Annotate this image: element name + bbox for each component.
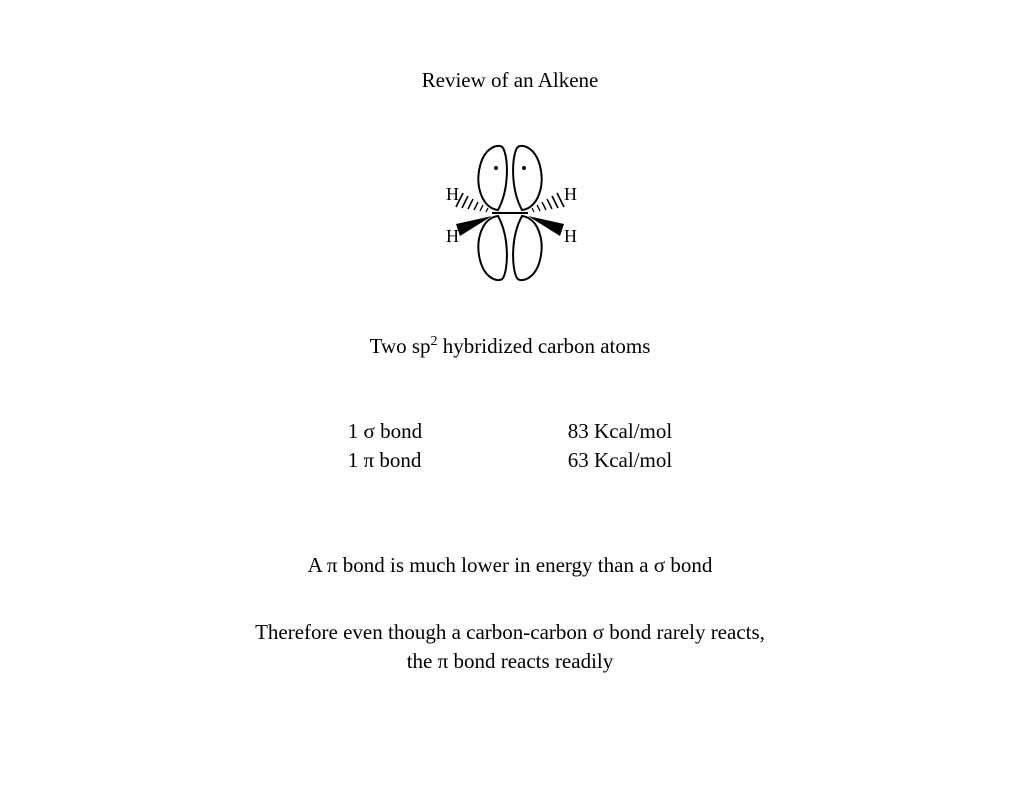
h-label: H: [564, 184, 577, 204]
table-row: 1 π bond 63 Kcal/mol: [348, 448, 672, 473]
wedge-bond-bottom-left: [456, 216, 492, 236]
orbital-lobe-bottom-right: [513, 216, 542, 280]
statement-line: the π bond reacts readily: [255, 647, 765, 676]
orbital-lobe-bottom-left: [478, 216, 507, 280]
bond-value: 83 Kcal/mol: [568, 419, 672, 444]
bond-energy-table: 1 σ bond 83 Kcal/mol 1 π bond 63 Kcal/mo…: [348, 419, 672, 473]
h-label: H: [564, 226, 577, 246]
hybridization-subtitle: Two sp2 hybridized carbon atoms: [370, 334, 651, 359]
statement-line: Therefore even though a carbon-carbon σ …: [255, 618, 765, 647]
energy-statement: A π bond is much lower in energy than a …: [308, 553, 713, 578]
bond-value: 63 Kcal/mol: [568, 448, 672, 473]
subtitle-sup: 2: [431, 334, 438, 349]
subtitle-text-pre: Two sp: [370, 334, 431, 358]
page-title: Review of an Alkene: [422, 68, 599, 93]
bond-label: 1 σ bond: [348, 419, 568, 444]
h-label: H: [446, 226, 459, 246]
table-row: 1 σ bond 83 Kcal/mol: [348, 419, 672, 444]
bond-label: 1 π bond: [348, 448, 568, 473]
reactivity-statement: Therefore even though a carbon-carbon σ …: [255, 618, 765, 677]
hash-bond-top-left: [456, 193, 488, 212]
orbital-lobe-top-right: [513, 146, 542, 210]
orbital-diagram: H H H H: [420, 138, 600, 294]
electron-dot: [522, 166, 526, 170]
electron-dot: [494, 166, 498, 170]
hash-bond-top-right: [532, 193, 564, 212]
subtitle-text-post: hybridized carbon atoms: [438, 334, 651, 358]
h-label: H: [446, 184, 459, 204]
wedge-bond-bottom-right: [528, 216, 564, 236]
orbital-lobe-top-left: [478, 146, 507, 210]
